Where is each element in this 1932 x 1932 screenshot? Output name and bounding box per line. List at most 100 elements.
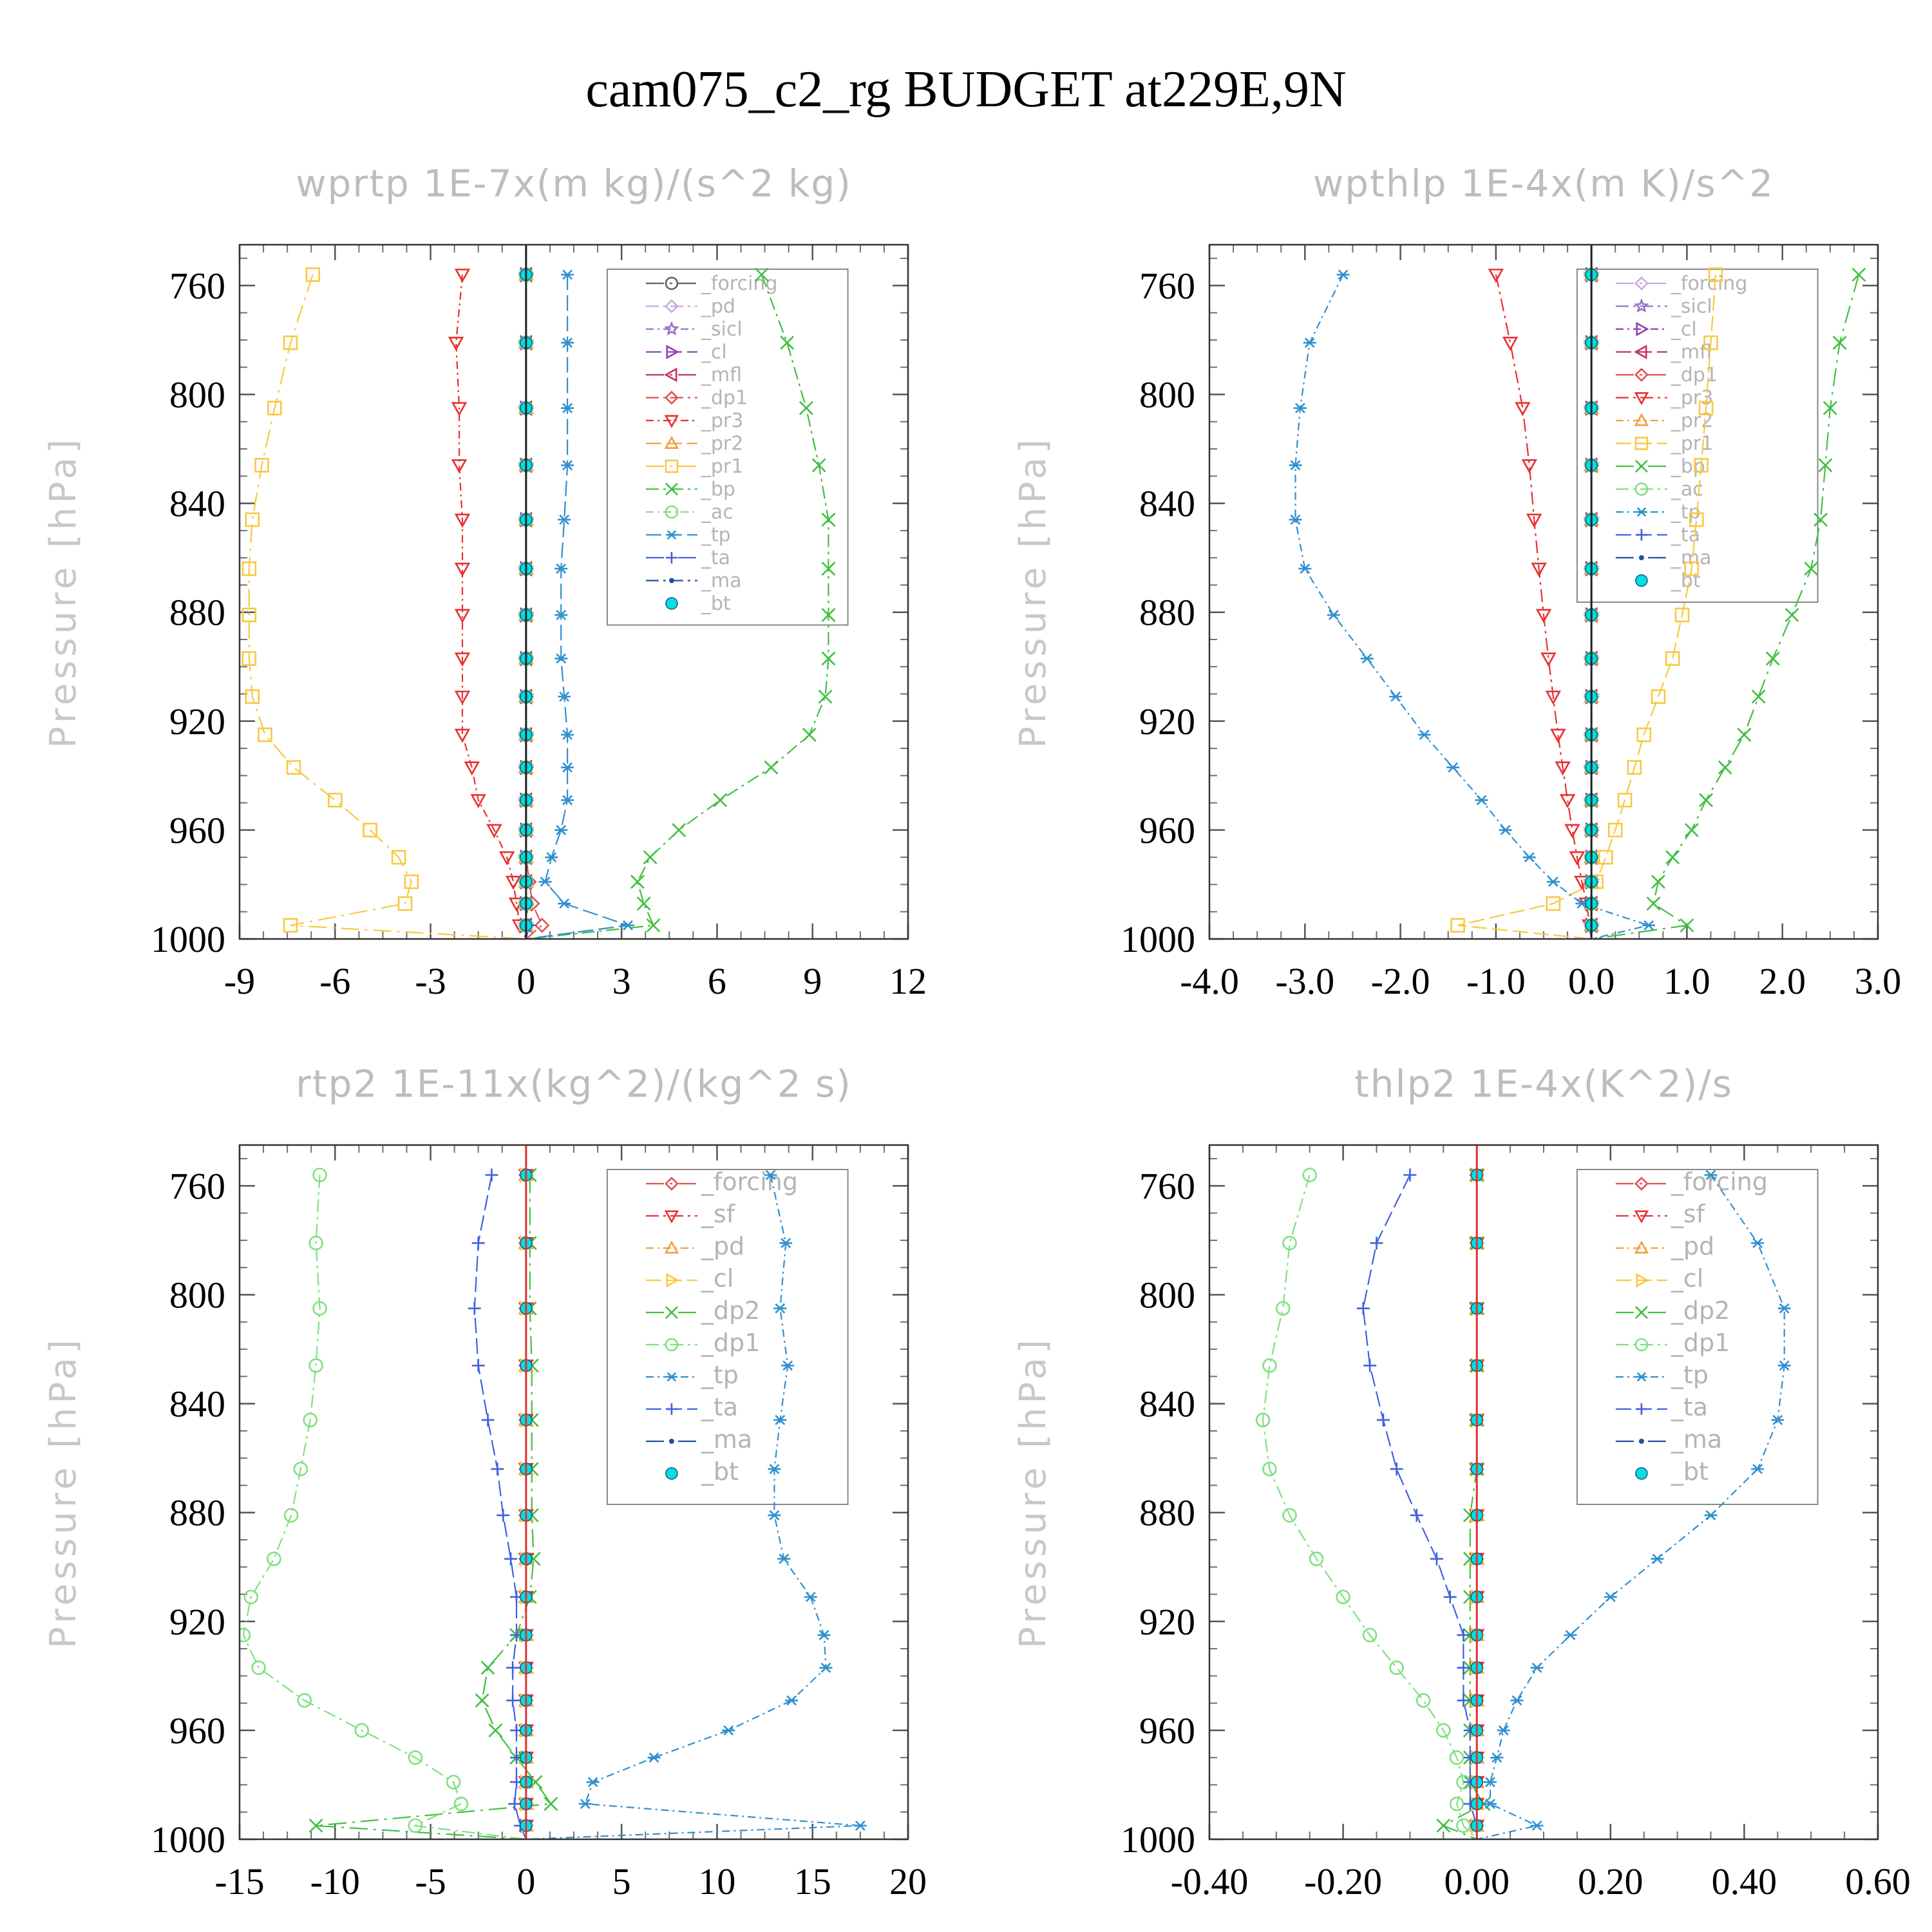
x-tick-label: 20 (889, 1861, 927, 1902)
legend-label: _pr2 (1671, 410, 1713, 432)
plot-frame (1208, 1144, 1879, 1841)
legend-label: _ma (701, 570, 742, 592)
y-tick-label: 920 (1139, 1601, 1195, 1643)
data-point (1403, 1168, 1417, 1182)
data-point (1665, 850, 1680, 865)
data-point (506, 1661, 520, 1674)
x-tick-label: -3.0 (1275, 960, 1334, 1002)
legend-marker (1635, 1372, 1647, 1382)
data-point (1564, 824, 1580, 838)
data-point (480, 1660, 495, 1675)
data-point (1436, 1723, 1451, 1738)
data-point (1771, 1415, 1785, 1425)
legend-marker (665, 299, 679, 314)
data-point (561, 402, 574, 413)
x-tick-label: 6 (708, 960, 726, 1002)
legend-marker (665, 552, 677, 564)
series-line (316, 1175, 553, 1839)
data-point (245, 512, 260, 527)
y-tick-label: 1000 (151, 918, 225, 960)
y-tick-label: 800 (169, 1274, 225, 1316)
y-tick-label: 800 (1139, 1274, 1195, 1316)
data-point (1751, 1464, 1765, 1474)
y-tick-label: 880 (1139, 592, 1195, 634)
data-point (811, 458, 826, 473)
x-tick-label: 3.0 (1855, 960, 1902, 1002)
data-point (308, 1358, 323, 1373)
legend-marker (664, 415, 679, 428)
data-point (1636, 727, 1651, 743)
data-point (1417, 730, 1431, 740)
data-point (1777, 1303, 1791, 1314)
data-point (242, 607, 257, 623)
legend-marker (665, 1177, 679, 1191)
data-point (1356, 1302, 1370, 1315)
data-point (1718, 760, 1732, 775)
legend-marker (1638, 1439, 1644, 1444)
figure-title: cam075_c2_rg BUDGET at229E,9N (585, 61, 1346, 118)
legend-label: _ta (701, 1393, 738, 1421)
data-point (471, 1236, 485, 1250)
data-point (1785, 608, 1799, 622)
legend-label: _ma (1671, 547, 1712, 569)
y-tick-label: 920 (169, 1601, 225, 1643)
data-point (354, 1723, 370, 1738)
series-line (1362, 1175, 1478, 1839)
legend-marker (665, 1338, 679, 1352)
data-point (1546, 896, 1561, 911)
data-point (802, 728, 817, 742)
legend-marker (664, 367, 677, 383)
y-tick-label: 1000 (1121, 918, 1195, 960)
legend-label: _forcing (701, 1168, 798, 1196)
y-tick-label: 960 (1139, 810, 1195, 851)
data-point (1598, 849, 1613, 865)
x-tick-label: 0.20 (1578, 1861, 1643, 1902)
y-tick-label: 960 (169, 810, 225, 851)
data-point (558, 691, 571, 702)
data-point (454, 269, 471, 283)
data-point (1282, 1235, 1297, 1251)
y-tick-label: 800 (1139, 374, 1195, 416)
data-point (821, 608, 836, 622)
data-point (312, 1301, 327, 1316)
data-point (1550, 728, 1566, 743)
series-line (473, 1175, 527, 1839)
legend-marker (668, 578, 674, 583)
data-point (1457, 1628, 1470, 1642)
data-point (464, 761, 480, 776)
data-point (1255, 1412, 1271, 1428)
y-tick-label: 920 (1139, 701, 1195, 743)
data-point (267, 1551, 281, 1566)
legend-marker (1635, 1403, 1647, 1415)
legend-marker (1636, 321, 1649, 337)
legend-marker (1634, 276, 1649, 290)
data-point (485, 1168, 498, 1182)
data-point (773, 1415, 787, 1425)
data-point (1832, 336, 1847, 350)
data-point (1689, 512, 1704, 527)
data-point (1665, 651, 1680, 666)
data-point (453, 1796, 469, 1812)
data-point (454, 652, 471, 667)
y-tick-label: 880 (1139, 1492, 1195, 1534)
data-point (454, 609, 471, 623)
data-point (1502, 336, 1519, 351)
legend-box (606, 1169, 849, 1505)
data-point (819, 1662, 833, 1673)
data-point (1777, 1360, 1791, 1371)
legend-box (1576, 1169, 1819, 1505)
chart-panel-4: thlp2 1E-4x(K^2)/s Pressure [hPa] -0.40 -0.… (1012, 1062, 1911, 1902)
data-point (308, 1235, 323, 1251)
data-point (308, 1818, 323, 1833)
data-point (1651, 875, 1665, 889)
data-point (286, 760, 301, 775)
legend-label: _sf (1671, 1200, 1706, 1228)
data-point (1852, 267, 1866, 282)
legend-label: _dp2 (701, 1296, 760, 1325)
data-point (240, 1627, 251, 1643)
data-point (1708, 267, 1723, 282)
data-point (586, 1777, 600, 1788)
data-point (498, 851, 515, 866)
legend-label: _ta (1671, 1393, 1708, 1421)
data-point (1376, 1413, 1390, 1426)
